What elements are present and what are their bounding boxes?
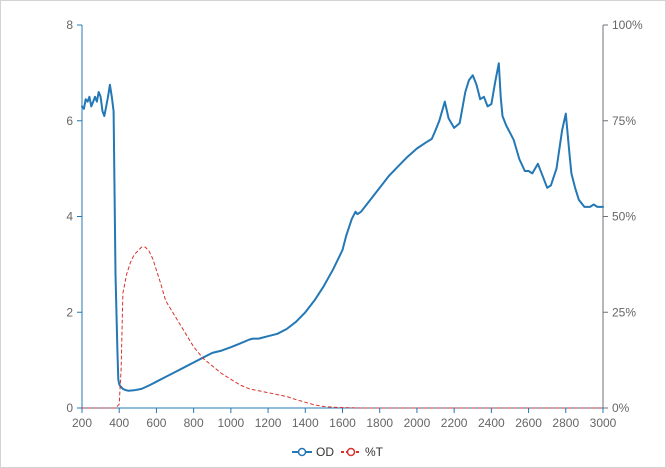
x-tick-label: 1000 bbox=[218, 416, 245, 430]
series-line-t bbox=[81, 246, 604, 409]
x-tick-label: 600 bbox=[146, 416, 166, 430]
y-right-tick-label: 100% bbox=[612, 18, 643, 32]
x-tick-label: 400 bbox=[109, 416, 129, 430]
x-tick-label: 800 bbox=[184, 416, 204, 430]
x-tick-label: 2800 bbox=[552, 416, 579, 430]
x-tick-label: 3000 bbox=[590, 416, 617, 430]
x-tick-label: 2000 bbox=[404, 416, 431, 430]
y-left-tick-label: 4 bbox=[66, 210, 73, 224]
x-tick-label: 2600 bbox=[515, 416, 542, 430]
x-tick-label: 1400 bbox=[292, 416, 319, 430]
y-left-tick-label: 8 bbox=[66, 18, 73, 32]
y-right-tick-label: 75% bbox=[612, 114, 636, 128]
y-left-tick-label: 6 bbox=[66, 114, 73, 128]
legend-marker-icon bbox=[297, 447, 307, 457]
y-left-tick-label: 0 bbox=[66, 401, 73, 415]
y-right-tick-label: 25% bbox=[612, 305, 636, 319]
x-tick-label: 2400 bbox=[478, 416, 505, 430]
series-line-od bbox=[81, 62, 604, 392]
y-right-tick-label: 0% bbox=[612, 401, 630, 415]
x-tick-label: 200 bbox=[72, 416, 92, 430]
legend-marker-icon bbox=[346, 447, 356, 457]
y-left-tick-label: 2 bbox=[66, 305, 73, 319]
x-tick-label: 2200 bbox=[441, 416, 468, 430]
legend-label: OD bbox=[316, 445, 334, 459]
x-tick-label: 1600 bbox=[329, 416, 356, 430]
y-right-tick-label: 50% bbox=[612, 210, 636, 224]
x-tick-label: 1800 bbox=[366, 416, 393, 430]
legend-label: %T bbox=[365, 445, 384, 459]
x-tick-label: 1200 bbox=[255, 416, 282, 430]
